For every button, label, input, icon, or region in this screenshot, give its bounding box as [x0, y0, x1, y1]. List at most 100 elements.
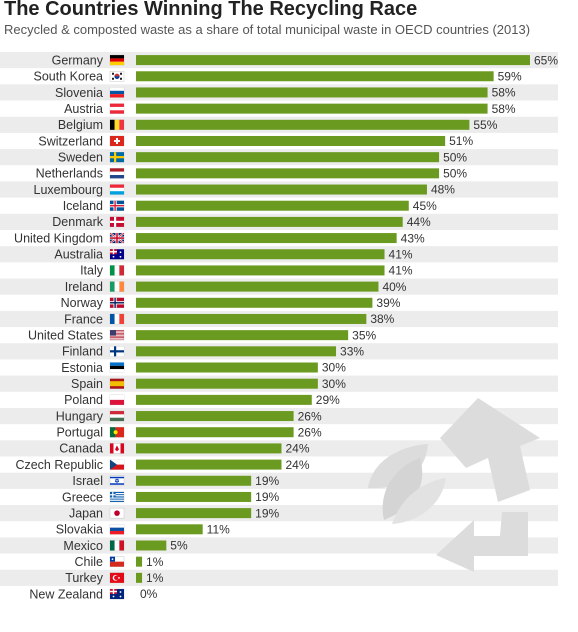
flag-slovakia-icon: [109, 524, 125, 535]
value-label: 29%: [316, 393, 340, 407]
flag-norway-icon: [109, 297, 125, 308]
flag-netherlands-icon: [109, 168, 125, 179]
category-label: Hungary: [56, 409, 104, 423]
value-label: 1%: [146, 555, 164, 569]
category-label: Luxembourg: [34, 183, 104, 197]
value-label: 41%: [389, 247, 413, 261]
flag-ireland-icon: [109, 281, 125, 292]
value-label: 19%: [255, 506, 279, 520]
category-label: Czech Republic: [15, 458, 103, 472]
value-label: 1%: [146, 571, 164, 585]
recycling-symbol-icon: [368, 398, 540, 572]
category-label: United States: [28, 328, 103, 342]
bar: [136, 184, 427, 195]
bar: [136, 540, 167, 551]
flag-finland-icon: [109, 346, 125, 357]
flag-switzerland-icon: [109, 135, 125, 147]
flag-czech-republic-icon: [109, 459, 125, 470]
bar: [136, 200, 409, 211]
bar: [136, 71, 494, 82]
category-label: Austria: [64, 102, 103, 116]
flag-hungary-icon: [109, 410, 125, 422]
bar: [136, 362, 318, 373]
flags: [109, 54, 125, 600]
value-label: 48%: [431, 183, 455, 197]
category-label: Switzerland: [38, 134, 103, 148]
bar: [136, 313, 367, 324]
bar: [136, 378, 318, 389]
value-label: 50%: [443, 167, 467, 181]
flag-mexico-icon: [109, 540, 125, 551]
flag-belgium-icon: [109, 119, 125, 131]
bar: [136, 459, 282, 470]
bar: [136, 411, 294, 422]
bar: [136, 330, 349, 341]
bar: [136, 508, 252, 519]
category-label: Mexico: [63, 539, 103, 553]
category-label: Canada: [59, 442, 103, 456]
bar: [136, 265, 385, 276]
bar: [136, 443, 282, 454]
value-label: 24%: [285, 458, 309, 472]
flag-iceland-icon: [109, 200, 125, 211]
value-label: 24%: [285, 442, 309, 456]
category-label: Norway: [61, 296, 104, 310]
value-label: 19%: [255, 474, 279, 488]
value-label: 43%: [401, 231, 425, 245]
flag-new-zealand-icon: [109, 588, 125, 600]
bar: [136, 249, 385, 260]
value-label: 26%: [298, 425, 322, 439]
flag-turkey-icon: [109, 572, 125, 584]
flag-estonia-icon: [109, 362, 125, 373]
flag-japan-icon: [109, 507, 125, 519]
value-labels: 65% 59% 58% 58% 55%51% 50% 50% 48% 45% 44% 43% 41% 4…: [140, 53, 558, 601]
flag-luxembourg-icon: [109, 184, 125, 195]
bar: [136, 55, 530, 66]
bar: [136, 281, 379, 292]
category-label: Australia: [54, 248, 103, 262]
value-label: 65%: [534, 53, 558, 67]
category-label: Netherlands: [36, 167, 103, 181]
flag-slovenia-icon: [109, 87, 125, 98]
value-label: 44%: [407, 215, 431, 229]
category-label: Iceland: [63, 199, 103, 213]
flag-united-states-icon: [109, 329, 125, 341]
value-label: 51%: [449, 134, 473, 148]
flag-spain-icon: [109, 378, 125, 389]
chart-title: The Countries Winning The Recycling Race: [4, 0, 418, 20]
category-label: Belgium: [58, 118, 103, 132]
category-label: Slovakia: [56, 523, 103, 537]
bar: [136, 135, 446, 146]
bar: [136, 427, 294, 438]
category-label: South Korea: [34, 70, 104, 84]
flag-sweden-icon: [109, 151, 125, 163]
value-label: 26%: [298, 409, 322, 423]
bar: [136, 346, 337, 357]
value-label: 45%: [413, 199, 437, 213]
flag-poland-icon: [109, 394, 125, 406]
flag-germany-icon: [109, 54, 125, 66]
value-label: 30%: [322, 377, 346, 391]
flag-austria-icon: [109, 103, 125, 114]
value-label: 0%: [140, 587, 158, 601]
category-label: Greece: [62, 490, 103, 504]
category-label: Slovenia: [55, 86, 103, 100]
value-label: 5%: [170, 539, 188, 553]
value-label: 58%: [492, 102, 516, 116]
flag-australia-icon: [109, 249, 125, 260]
category-label: Poland: [64, 393, 103, 407]
category-label: Chile: [75, 555, 104, 569]
bar: [136, 394, 312, 405]
value-label: 19%: [255, 490, 279, 504]
value-label: 41%: [389, 264, 413, 278]
category-labels: Germany South Korea Slovenia Austria Belgium…: [14, 53, 104, 601]
category-label: Estonia: [61, 361, 103, 375]
category-label: Japan: [69, 506, 103, 520]
flag-canada-icon: [109, 443, 125, 454]
flag-italy-icon: [109, 265, 125, 276]
bar: [136, 556, 143, 567]
bar: [136, 233, 397, 244]
value-label: 55%: [473, 118, 497, 132]
value-label: 39%: [376, 296, 400, 310]
flag-portugal-icon: [109, 427, 125, 438]
